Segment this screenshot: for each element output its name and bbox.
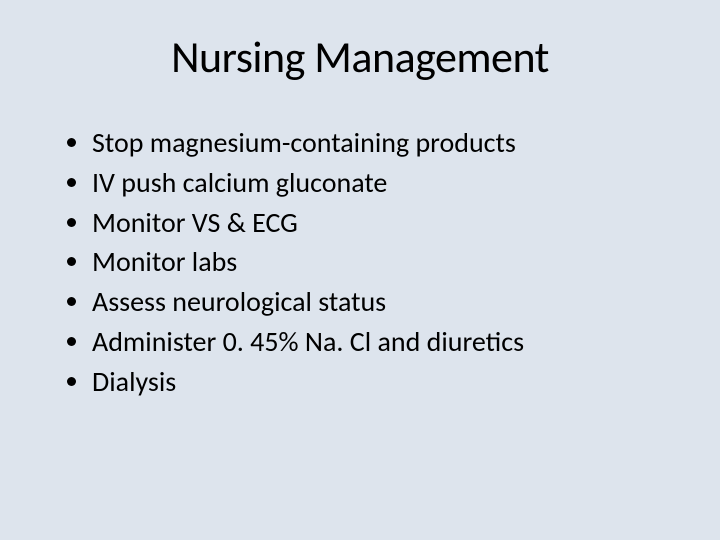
list-item: Monitor VS & ECG <box>92 204 670 242</box>
list-item: Assess neurological status <box>92 283 670 321</box>
bullet-list: Stop magnesium-containing products IV pu… <box>50 124 670 401</box>
list-item: Stop magnesium-containing products <box>92 124 670 162</box>
list-item: IV push calcium gluconate <box>92 164 670 202</box>
list-item: Monitor labs <box>92 243 670 281</box>
list-item: Administer 0. 45% Na. Cl and diuretics <box>92 323 670 361</box>
slide-title: Nursing Management <box>50 30 670 84</box>
list-item: Dialysis <box>92 363 670 401</box>
slide: Nursing Management Stop magnesium-contai… <box>0 0 720 540</box>
